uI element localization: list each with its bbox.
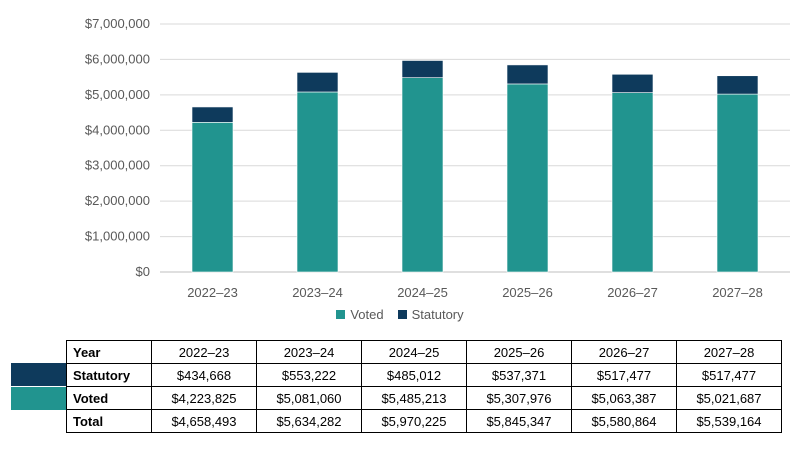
x-tick-label: 2025–26: [502, 285, 553, 300]
bar-statutory: [401, 60, 444, 78]
table-cell: $434,668: [151, 363, 257, 387]
y-tick-label: $3,000,000: [85, 158, 150, 173]
table-cell: $5,539,164: [676, 409, 782, 433]
bar-voted: [191, 122, 234, 273]
table-row-label: Statutory: [66, 363, 152, 387]
table-header-cell: 2024–25: [361, 340, 467, 364]
bar-statutory: [191, 106, 234, 123]
table-cell: $5,063,387: [571, 386, 677, 410]
table-cell: $553,222: [256, 363, 362, 387]
table-row-label: Voted: [66, 386, 152, 410]
x-axis-ticks: 2022–23 2023–24 2024–25 2025–26 2026–27 2027–…: [187, 285, 763, 300]
x-tick-label: 2023–24: [292, 285, 343, 300]
legend-label-voted: Voted: [350, 307, 384, 322]
table-cell: $4,658,493: [151, 409, 257, 433]
table-cell: $517,477: [571, 363, 677, 387]
legend-item-statutory: Statutory: [397, 307, 464, 322]
table-cell: $5,580,864: [571, 409, 677, 433]
legend-item-voted: Voted: [336, 307, 384, 322]
bar-voted: [506, 83, 549, 273]
table-header-cell: 2026–27: [571, 340, 677, 364]
bar-statutory: [611, 73, 654, 93]
legend-label-statutory: Statutory: [411, 307, 464, 322]
table-header-cell: 2022–23: [151, 340, 257, 364]
table-cell: $5,845,347: [466, 409, 572, 433]
table-cell: $5,307,976: [466, 386, 572, 410]
bar-statutory: [296, 72, 339, 93]
y-tick-label: $5,000,000: [85, 87, 150, 102]
table-cell: $485,012: [361, 363, 467, 387]
bar-voted: [296, 91, 339, 273]
table-cell: $517,477: [676, 363, 782, 387]
table-cell: $5,021,687: [676, 386, 782, 410]
y-tick-label: $0: [136, 264, 150, 279]
table-row: Total $4,658,493 $5,634,282 $5,970,225 $…: [66, 409, 782, 433]
table-header-cell: Year: [66, 340, 152, 364]
table-row: Voted $4,223,825 $5,081,060 $5,485,213 $…: [66, 386, 782, 410]
table-header-cell: 2025–26: [466, 340, 572, 364]
bar-statutory: [506, 64, 549, 85]
table-cell: $5,634,282: [256, 409, 362, 433]
table-cell: $4,223,825: [151, 386, 257, 410]
table-row: Statutory $434,668 $553,222 $485,012 $53…: [66, 363, 782, 387]
y-tick-label: $7,000,000: [85, 16, 150, 31]
bar-voted: [611, 92, 654, 273]
bar-voted: [716, 93, 759, 273]
gridlines: [160, 23, 790, 273]
x-tick-label: 2026–27: [607, 285, 658, 300]
x-tick-label: 2024–25: [397, 285, 448, 300]
voted-key-box: [11, 387, 66, 410]
y-tick-label: $6,000,000: [85, 51, 150, 66]
y-axis-ticks: $0 $1,000,000 $2,000,000 $3,000,000 $4,000,0…: [85, 16, 150, 279]
bars: [191, 60, 759, 273]
legend-swatch-statutory: [397, 310, 407, 319]
statutory-key-box: [11, 363, 66, 386]
table-cell: $5,970,225: [361, 409, 467, 433]
legend: Voted Statutory: [0, 307, 800, 322]
table-row-label: Total: [66, 409, 152, 433]
table-cell: $5,485,213: [361, 386, 467, 410]
stacked-bar-chart: $0 $1,000,000 $2,000,000 $3,000,000 $4,000,0…: [85, 16, 790, 300]
x-tick-label: 2022–23: [187, 285, 238, 300]
y-tick-label: $4,000,000: [85, 122, 150, 137]
table-header-cell: 2027–28: [676, 340, 782, 364]
table-cell: $537,371: [466, 363, 572, 387]
table-header-cell: 2023–24: [256, 340, 362, 364]
table-header-row: Year 2022–23 2023–24 2024–25 2025–26 202…: [66, 340, 782, 364]
bar-voted: [401, 77, 444, 273]
bar-statutory: [716, 75, 759, 95]
legend-swatch-voted: [336, 310, 346, 319]
table-cell: $5,081,060: [256, 386, 362, 410]
x-tick-label: 2027–28: [712, 285, 763, 300]
y-tick-label: $1,000,000: [85, 229, 150, 244]
y-tick-label: $2,000,000: [85, 193, 150, 208]
data-table: Year 2022–23 2023–24 2024–25 2025–26 202…: [66, 340, 782, 433]
